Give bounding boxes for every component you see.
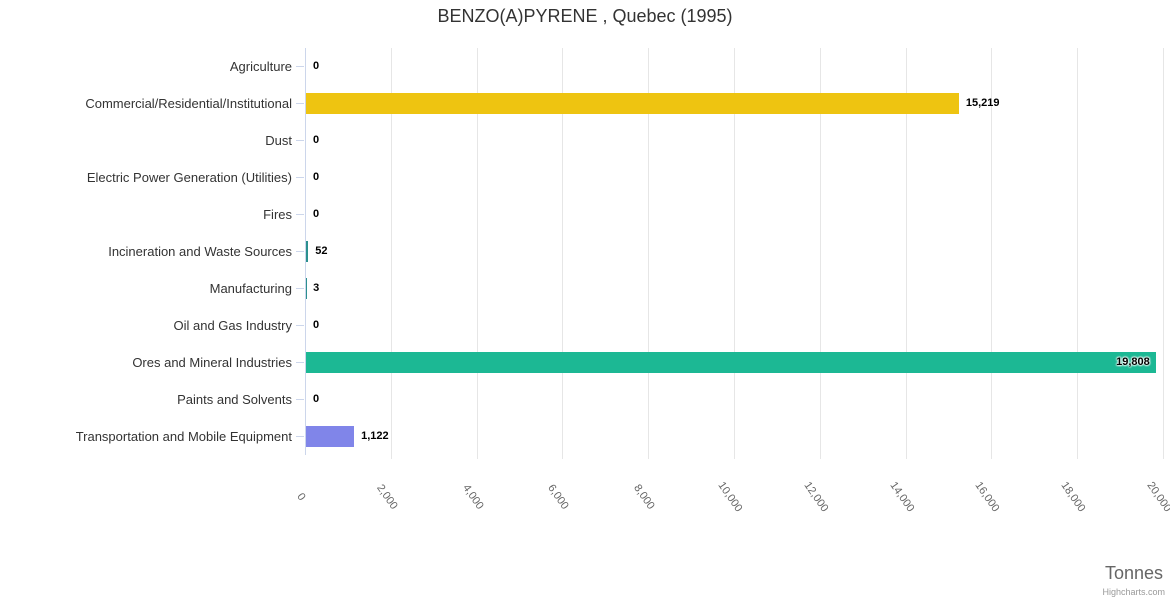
bar-value-label: 0 bbox=[313, 318, 320, 331]
gridline bbox=[648, 48, 650, 459]
category-label: Commercial/Residential/Institutional bbox=[85, 95, 292, 111]
y-tick bbox=[296, 66, 304, 67]
category-label: Fires bbox=[263, 206, 292, 222]
bar-value-label: 19,808 bbox=[1116, 355, 1150, 368]
x-tick-label: 18,000 bbox=[1058, 479, 1088, 515]
gridline bbox=[390, 48, 392, 459]
bar-incineration-and-waste-sources[interactable] bbox=[306, 241, 309, 262]
bar-value-label: 0 bbox=[313, 170, 320, 183]
category-label: Dust bbox=[265, 132, 292, 148]
bar-value-label: 0 bbox=[313, 133, 320, 146]
bar-value-label: 3 bbox=[313, 281, 320, 294]
category-label: Ores and Mineral Industries bbox=[132, 354, 292, 370]
gridline bbox=[819, 48, 821, 459]
x-tick-label: 4,000 bbox=[459, 482, 486, 512]
category-label: Incineration and Waste Sources bbox=[108, 243, 292, 259]
category-label: Oil and Gas Industry bbox=[173, 317, 293, 333]
y-tick bbox=[296, 103, 304, 104]
bar-value-label: 15,219 bbox=[965, 96, 1000, 109]
category-label: Agriculture bbox=[229, 58, 292, 74]
x-tick-label: 8,000 bbox=[631, 482, 657, 512]
highcharts-credits[interactable]: Highcharts.com bbox=[1102, 587, 1165, 597]
gridline bbox=[991, 48, 993, 459]
bar-commercial-residential-institutional[interactable] bbox=[306, 93, 959, 114]
bar-value-label: 1,122 bbox=[361, 429, 389, 442]
x-tick-label: 2,000 bbox=[373, 482, 400, 512]
y-tick bbox=[296, 288, 304, 289]
x-tick-label: 16,000 bbox=[972, 479, 1002, 515]
x-tick-label: 12,000 bbox=[801, 479, 831, 515]
bar-transportation-and-mobile-equipment[interactable] bbox=[306, 426, 355, 447]
x-tick-label: 14,000 bbox=[887, 479, 917, 515]
gridline bbox=[1163, 48, 1164, 459]
gridline bbox=[1077, 48, 1079, 459]
category-label: Paints and Solvents bbox=[177, 391, 292, 407]
gridline bbox=[734, 48, 735, 459]
bar-value-label: 0 bbox=[313, 59, 320, 72]
x-tick-label: 20,000 bbox=[1144, 479, 1170, 515]
y-tick bbox=[296, 214, 304, 215]
chart-title: BENZO(A)PYRENE , Quebec (1995) bbox=[437, 6, 733, 26]
bar-value-label: 52 bbox=[315, 244, 328, 257]
bar-value-label: 0 bbox=[313, 392, 320, 405]
x-tick-label: 10,000 bbox=[715, 479, 745, 515]
gridline bbox=[562, 48, 564, 459]
category-label: Transportation and Mobile Equipment bbox=[75, 428, 292, 444]
bar-manufacturing[interactable] bbox=[306, 278, 307, 299]
y-tick bbox=[296, 362, 304, 363]
y-tick bbox=[296, 436, 304, 437]
y-tick bbox=[296, 325, 304, 326]
bar-ores-and-mineral-industries[interactable] bbox=[306, 352, 1156, 373]
category-label: Manufacturing bbox=[209, 280, 292, 296]
x-axis-title: Tonnes bbox=[1104, 563, 1163, 583]
x-tick-label: 6,000 bbox=[545, 482, 572, 512]
plot-area: 0 2,000 4,000 6,000 8,000 10,000 12,000 14,000 1… bbox=[76, 48, 1170, 514]
y-tick bbox=[296, 177, 304, 178]
gridline bbox=[905, 48, 907, 459]
gridline bbox=[476, 48, 478, 459]
category-label: Electric Power Generation (Utilities) bbox=[86, 169, 292, 185]
y-tick bbox=[296, 140, 304, 141]
y-tick bbox=[296, 399, 304, 400]
y-tick bbox=[296, 251, 304, 252]
x-tick-label: 0 bbox=[294, 491, 308, 503]
bar-value-label: 0 bbox=[313, 207, 320, 220]
